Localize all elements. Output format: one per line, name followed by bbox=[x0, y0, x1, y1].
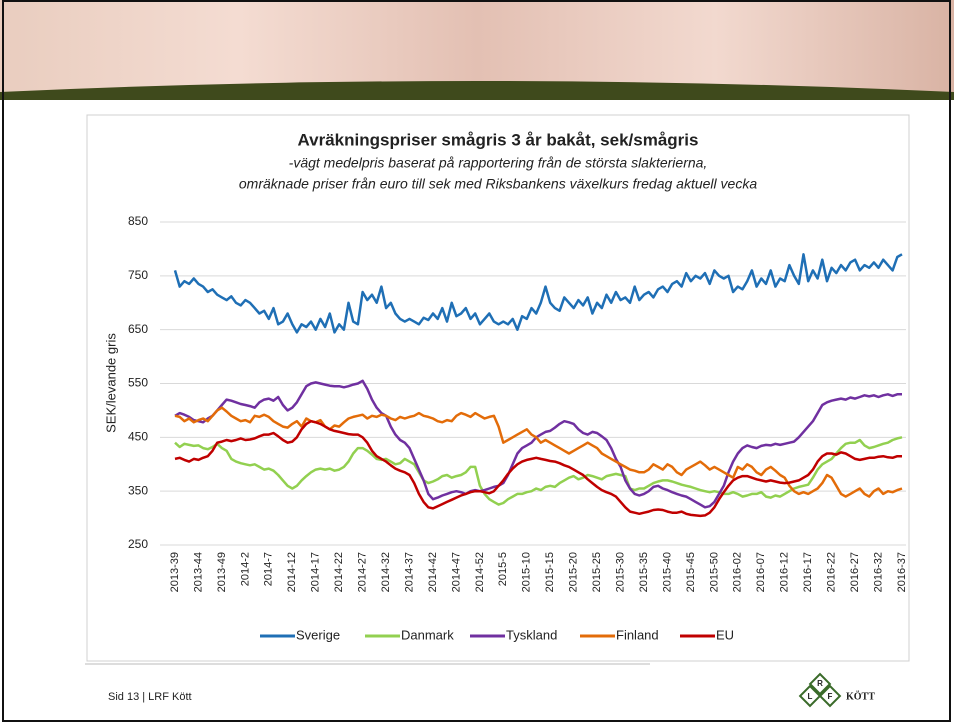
y-axis-title: SEK/levande gris bbox=[103, 333, 118, 433]
footer-text: Sid 13 | LRF Kött bbox=[108, 691, 192, 703]
x-tick-label: 2013-49 bbox=[216, 552, 228, 592]
logo-text: KÖTT bbox=[846, 689, 875, 702]
x-tick-label: 2015-10 bbox=[521, 552, 533, 592]
x-tick-label: 2014-37 bbox=[403, 552, 415, 592]
logo-letter: L bbox=[808, 692, 813, 701]
x-tick-label: 2014-42 bbox=[427, 552, 439, 592]
y-tick-label: 350 bbox=[128, 483, 148, 497]
x-tick-label: 2016-22 bbox=[826, 552, 838, 592]
legend-label: Sverige bbox=[296, 627, 340, 642]
x-tick-label: 2016-12 bbox=[779, 552, 791, 592]
x-tick-label: 2014-27 bbox=[357, 552, 369, 592]
y-tick-label: 550 bbox=[128, 376, 148, 390]
x-tick-label: 2014-17 bbox=[310, 552, 322, 592]
legend-label: EU bbox=[716, 627, 734, 642]
legend-label: Danmark bbox=[401, 627, 454, 642]
x-tick-label: 2016-17 bbox=[802, 552, 814, 592]
x-tick-label: 2014-7 bbox=[263, 552, 275, 586]
x-tick-label: 2016-37 bbox=[896, 552, 908, 592]
y-tick-label: 750 bbox=[128, 268, 148, 282]
x-tick-label: 2016-02 bbox=[732, 552, 744, 592]
x-tick-label: 2016-07 bbox=[755, 552, 767, 592]
y-tick-label: 850 bbox=[128, 214, 148, 228]
x-tick-label: 2013-44 bbox=[192, 552, 204, 592]
y-tick-label: 450 bbox=[128, 430, 148, 444]
x-tick-label: 2014-32 bbox=[380, 552, 392, 592]
x-tick-label: 2014-22 bbox=[333, 552, 345, 592]
x-tick-label: 2016-27 bbox=[849, 552, 861, 592]
slide: Avräkningspriser smågris 3 år bakåt, sek… bbox=[0, 0, 954, 722]
x-tick-label: 2015-45 bbox=[685, 552, 697, 592]
x-tick-label: 2014-12 bbox=[286, 552, 298, 592]
logo: R L F KÖTT bbox=[800, 674, 875, 706]
x-tick-label: 2015-5 bbox=[497, 552, 509, 586]
x-tick-label: 2016-32 bbox=[872, 552, 884, 592]
logo-letter: R bbox=[817, 679, 823, 688]
y-tick-label: 650 bbox=[128, 322, 148, 336]
x-tick-label: 2015-35 bbox=[638, 552, 650, 592]
page: Avräkningspriser smågris 3 år bakåt, sek… bbox=[0, 0, 954, 722]
x-tick-label: 2015-25 bbox=[591, 552, 603, 592]
chart-title: Avräkningspriser smågris 3 år bakåt, sek… bbox=[298, 130, 699, 149]
chart-subtitle: -vägt medelpris baserat på rapportering … bbox=[289, 155, 708, 171]
x-tick-label: 2015-20 bbox=[568, 552, 580, 592]
x-tick-label: 2015-40 bbox=[661, 552, 673, 592]
x-tick-label: 2014-2 bbox=[239, 552, 251, 586]
logo-letter: F bbox=[828, 692, 833, 701]
x-tick-label: 2015-50 bbox=[708, 552, 720, 592]
legend-label: Tyskland bbox=[506, 627, 557, 642]
x-tick-label: 2015-15 bbox=[544, 552, 556, 592]
chart-subtitle: omräknade priser från euro till sek med … bbox=[239, 176, 757, 192]
y-tick-label: 250 bbox=[128, 537, 148, 551]
x-tick-label: 2014-52 bbox=[474, 552, 486, 592]
x-tick-label: 2014-47 bbox=[450, 552, 462, 592]
legend-label: Finland bbox=[616, 627, 659, 642]
x-tick-label: 2015-30 bbox=[614, 552, 626, 592]
x-tick-label: 2013-39 bbox=[169, 552, 181, 592]
